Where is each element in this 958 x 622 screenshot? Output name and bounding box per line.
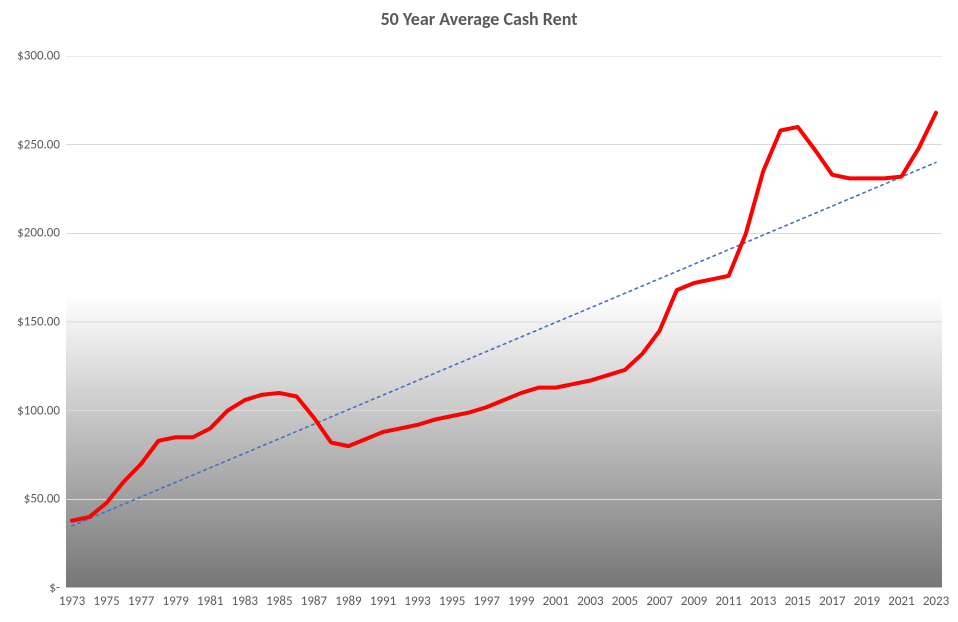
x-axis-tick-label: 2003 xyxy=(577,594,603,609)
x-axis-tick-label: 1977 xyxy=(128,594,154,609)
x-axis-tick-label: 2021 xyxy=(888,594,914,609)
y-axis-tick-label: $300.00 xyxy=(17,49,60,64)
x-axis-tick-label: 1981 xyxy=(197,594,223,609)
x-axis-tick-label: 1979 xyxy=(162,594,188,609)
x-axis-tick-label: 2001 xyxy=(543,594,569,609)
y-axis-tick-label: $250.00 xyxy=(17,137,60,152)
x-axis-tick-label: 2005 xyxy=(612,594,638,609)
x-axis-tick-label: 1991 xyxy=(370,594,396,609)
x-axis-tick-label: 2011 xyxy=(715,594,741,609)
x-axis-tick-label: 2015 xyxy=(785,594,811,609)
x-axis-tick-label: 1993 xyxy=(404,594,430,609)
y-axis-labels: $-$50.00$100.00$150.00$200.00$250.00$300… xyxy=(0,56,60,588)
x-axis-tick-label: 2009 xyxy=(681,594,707,609)
x-axis-tick-label: 2019 xyxy=(854,594,880,609)
y-axis-tick-label: $200.00 xyxy=(17,226,60,241)
x-axis-tick-label: 1995 xyxy=(439,594,465,609)
x-axis-tick-label: 1973 xyxy=(59,594,85,609)
x-axis-tick-label: 1983 xyxy=(232,594,258,609)
chart-title: 50 Year Average Cash Rent xyxy=(0,8,958,30)
chart-container: 50 Year Average Cash Rent $-$50.00$100.0… xyxy=(0,0,958,622)
x-axis-tick-label: 2023 xyxy=(923,594,949,609)
x-axis-tick-label: 1975 xyxy=(93,594,119,609)
x-axis-tick-label: 1997 xyxy=(474,594,500,609)
plot-area xyxy=(66,56,942,588)
x-axis-tick-label: 1989 xyxy=(335,594,361,609)
x-axis-tick-label: 2013 xyxy=(750,594,776,609)
x-axis-tick-label: 1985 xyxy=(266,594,292,609)
x-axis-tick-label: 2007 xyxy=(646,594,672,609)
x-axis-tick-label: 1987 xyxy=(301,594,327,609)
x-axis-tick-label: 1999 xyxy=(508,594,534,609)
y-axis-tick-label: $150.00 xyxy=(17,315,60,330)
y-axis-tick-label: $100.00 xyxy=(17,403,60,418)
chart-svg xyxy=(66,56,942,588)
x-axis-tick-label: 2017 xyxy=(819,594,845,609)
x-axis-labels: 1973197519771979198119831985198719891991… xyxy=(66,594,942,614)
y-axis-tick-label: $50.00 xyxy=(24,492,60,507)
